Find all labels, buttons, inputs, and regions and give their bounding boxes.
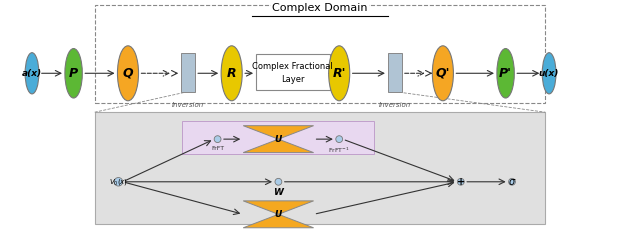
Text: $V_0(x)$: $V_0(x)$ bbox=[109, 177, 128, 187]
Text: Complex Fractional: Complex Fractional bbox=[252, 62, 333, 71]
Ellipse shape bbox=[25, 53, 39, 94]
Polygon shape bbox=[243, 126, 314, 139]
Bar bbox=[95, 5, 545, 103]
Text: Q': Q' bbox=[436, 67, 450, 80]
Text: Inversion: Inversion bbox=[379, 102, 411, 108]
Text: a(x): a(x) bbox=[22, 69, 42, 78]
Text: FrFT$^{-1}$: FrFT$^{-1}$ bbox=[328, 146, 350, 155]
Ellipse shape bbox=[65, 49, 83, 98]
Ellipse shape bbox=[433, 46, 453, 101]
Ellipse shape bbox=[114, 177, 123, 186]
Text: Inversion: Inversion bbox=[172, 102, 204, 108]
Polygon shape bbox=[243, 214, 314, 228]
Text: Complex Domain: Complex Domain bbox=[272, 3, 368, 14]
Text: u(x): u(x) bbox=[539, 69, 559, 78]
Ellipse shape bbox=[458, 178, 464, 185]
Ellipse shape bbox=[497, 49, 515, 98]
Text: Q: Q bbox=[123, 67, 133, 80]
Ellipse shape bbox=[214, 136, 221, 142]
Text: $\sigma$: $\sigma$ bbox=[508, 177, 516, 187]
Ellipse shape bbox=[329, 46, 349, 101]
Ellipse shape bbox=[542, 53, 556, 94]
Bar bbox=[388, 53, 402, 92]
Bar bbox=[182, 121, 374, 154]
Polygon shape bbox=[243, 139, 314, 153]
Text: R: R bbox=[227, 67, 237, 80]
Text: +: + bbox=[457, 177, 465, 187]
Bar bbox=[95, 112, 545, 224]
Ellipse shape bbox=[336, 136, 342, 142]
Text: P: P bbox=[69, 67, 78, 80]
Text: FrFT: FrFT bbox=[211, 146, 224, 151]
Text: W: W bbox=[273, 188, 284, 197]
Bar bbox=[181, 53, 195, 92]
Text: P': P' bbox=[499, 67, 512, 80]
Bar bbox=[256, 54, 330, 90]
Polygon shape bbox=[243, 201, 314, 214]
Ellipse shape bbox=[275, 178, 282, 185]
Text: Layer: Layer bbox=[281, 75, 305, 84]
Text: U: U bbox=[275, 135, 282, 144]
Text: R': R' bbox=[332, 67, 346, 80]
Ellipse shape bbox=[221, 46, 242, 101]
Ellipse shape bbox=[509, 178, 515, 185]
Ellipse shape bbox=[118, 46, 138, 101]
Text: U: U bbox=[275, 210, 282, 219]
